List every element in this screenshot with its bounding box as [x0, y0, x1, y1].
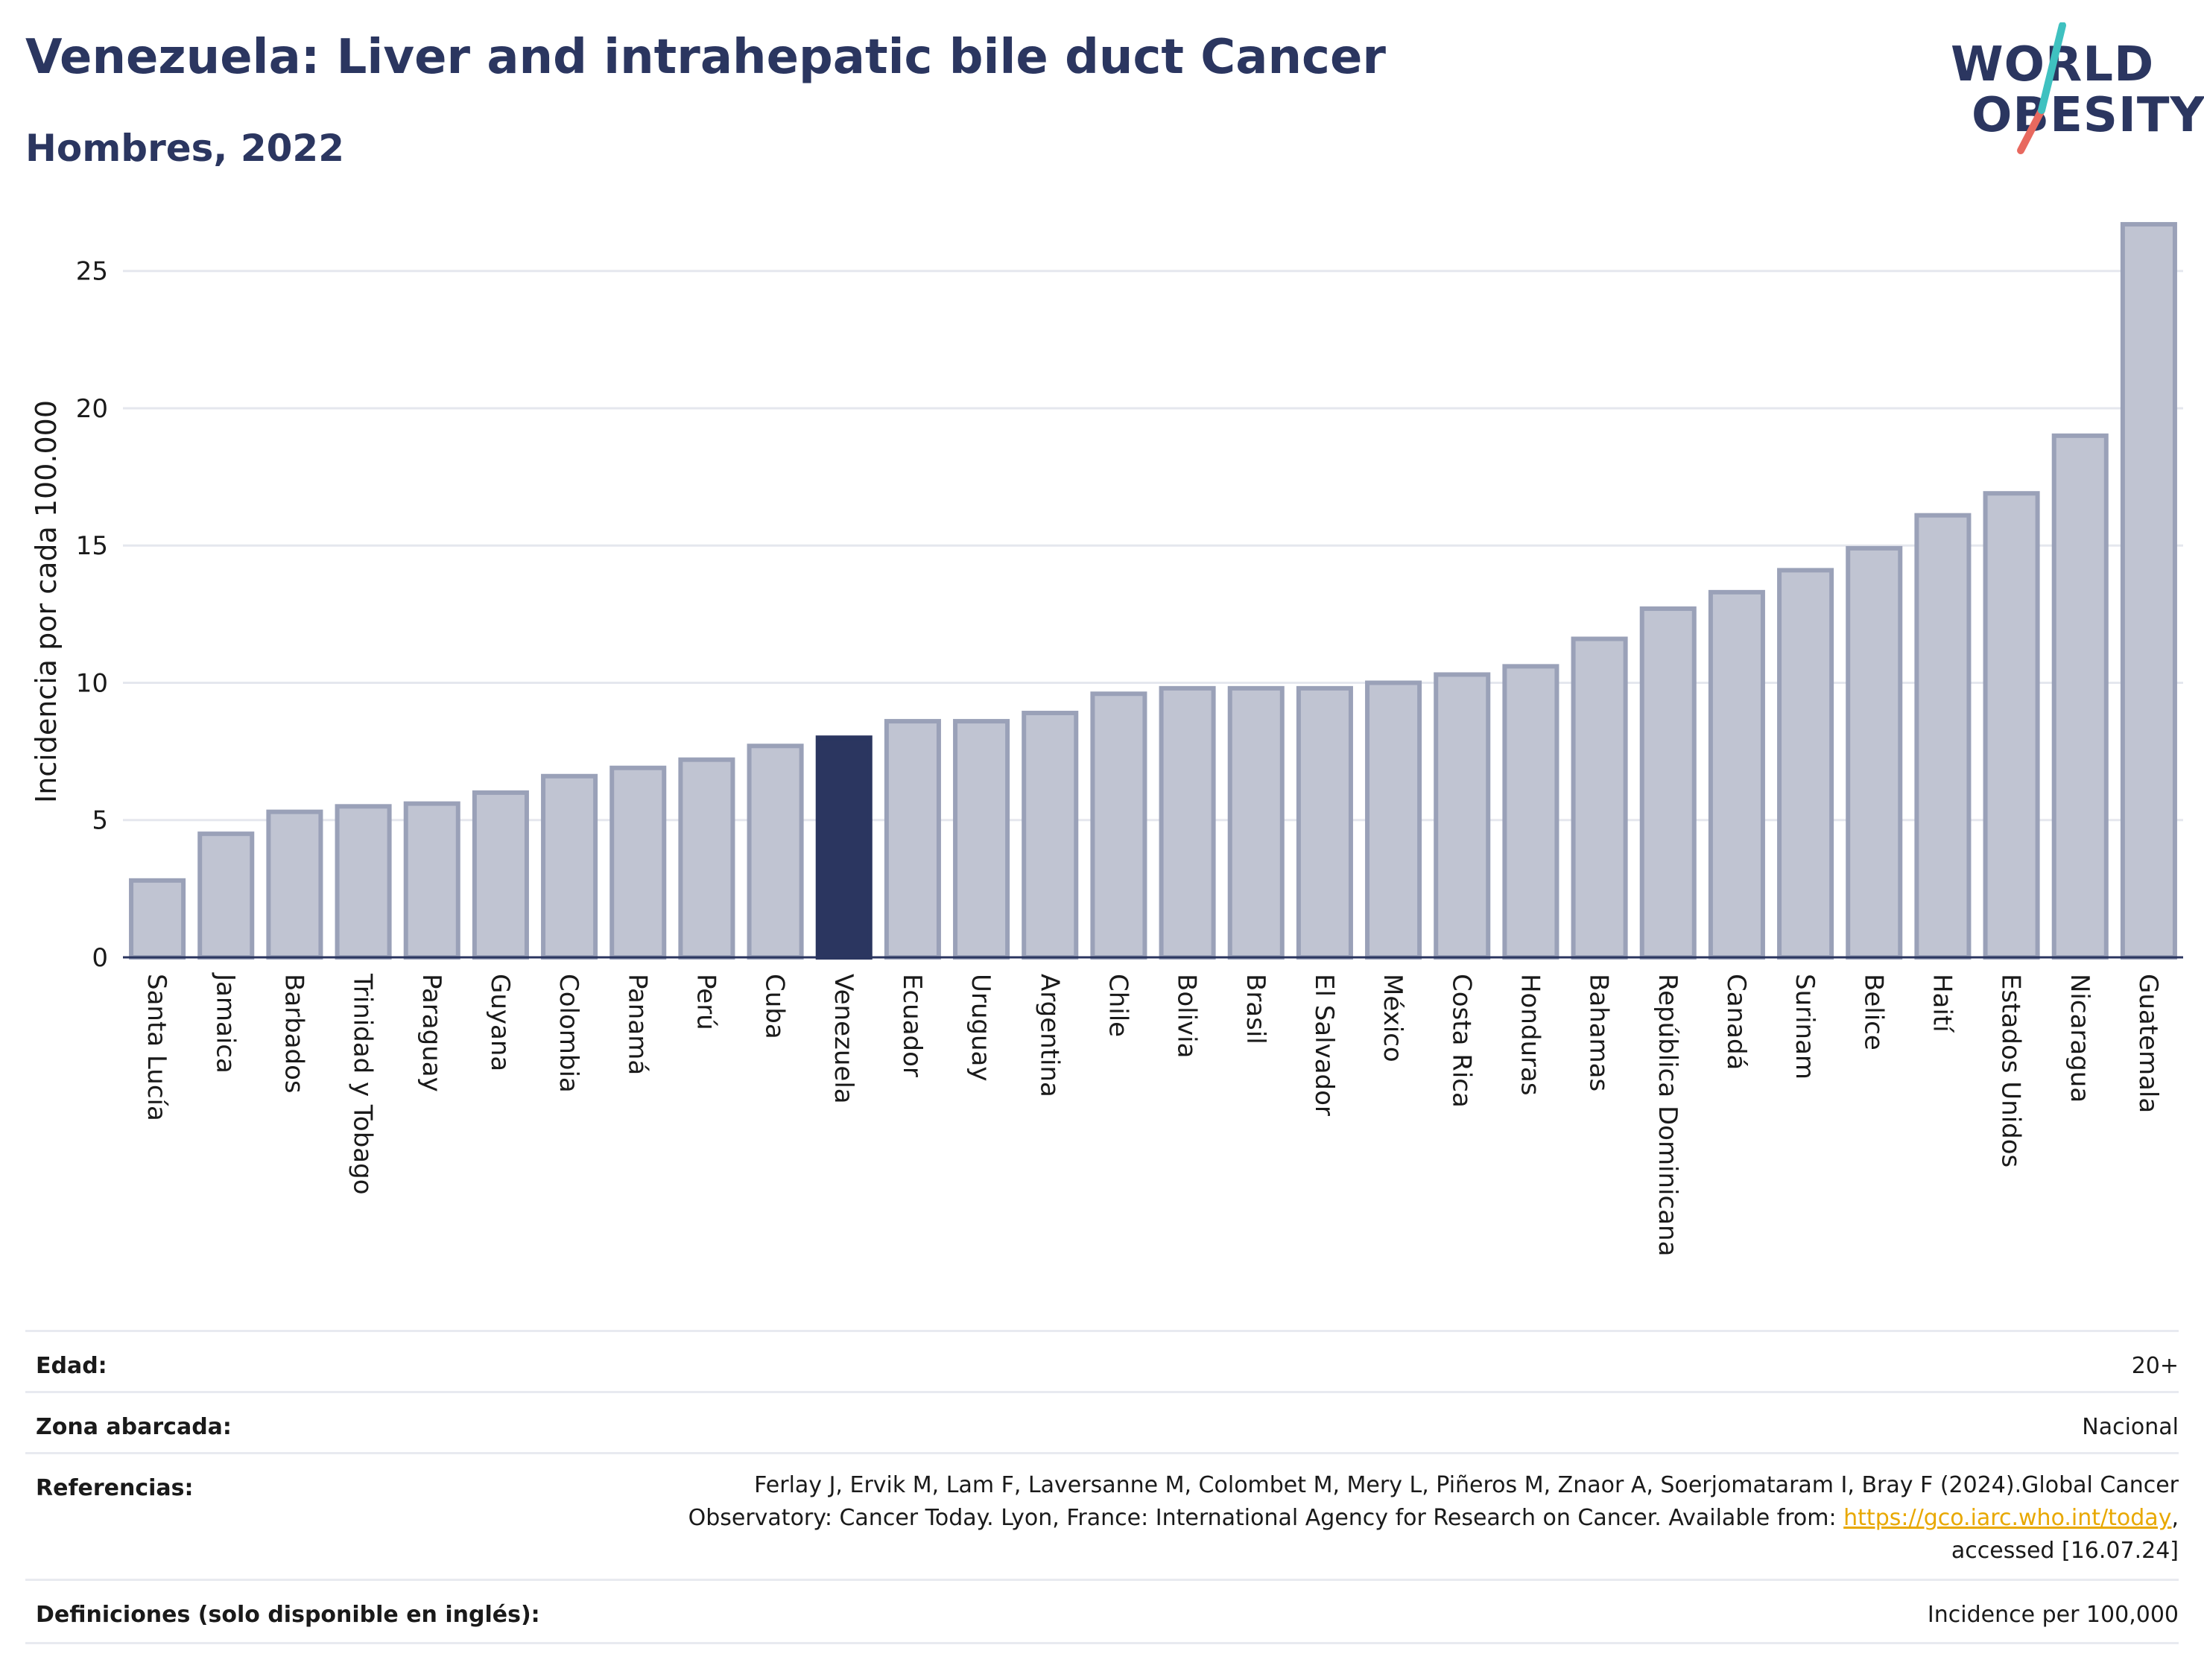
bar — [815, 735, 873, 960]
logo-slash-icon — [2017, 22, 2066, 154]
x-tick-label: Jamaica — [210, 972, 240, 1074]
y-tick-label: 25 — [76, 257, 108, 287]
bar — [1227, 685, 1285, 960]
x-tick-label: Panamá — [622, 974, 652, 1075]
bar — [609, 765, 667, 960]
bar — [541, 773, 598, 960]
bar — [953, 719, 1010, 960]
x-tick-label: Argentina — [1034, 974, 1064, 1097]
bar — [129, 878, 186, 960]
tick-labels: 0 5 10 15 20 25 Santa Lucía Jamaica Barbados Trin… — [30, 257, 2163, 1257]
x-tick-label: Paraguay — [417, 974, 446, 1092]
bar — [1571, 636, 1628, 960]
x-tick-label: El Salvador — [1309, 974, 1339, 1116]
logo-line-2: OBESITY — [1972, 88, 2204, 143]
references-label: Referencias: — [36, 1475, 194, 1501]
bar — [2051, 433, 2109, 960]
x-tick-label: Surinam — [1790, 974, 1820, 1080]
x-tick-label: Cuba — [760, 974, 790, 1039]
x-tick-label: Ecuador — [897, 974, 927, 1077]
bar — [1708, 589, 1765, 960]
bar — [403, 801, 460, 960]
x-tick-label: Bahamas — [1584, 974, 1614, 1091]
x-tick-label: Santa Lucía — [142, 974, 171, 1121]
bar — [197, 831, 255, 960]
meta-row-area: Zona abarcada: Nacional — [25, 1391, 2179, 1454]
age-label: Edad: — [36, 1353, 107, 1379]
bar — [472, 790, 529, 960]
bar — [335, 804, 392, 960]
bar — [1846, 545, 1903, 960]
bar-chart: 0 5 10 15 20 25 Santa Lucía Jamaica Barbados Trin… — [30, 222, 2183, 1257]
area-value: Nacional — [2082, 1414, 2179, 1440]
bar — [1296, 685, 1353, 960]
bar — [1159, 685, 1216, 960]
area-label: Zona abarcada: — [36, 1414, 232, 1440]
references-text-2: , accessed [16.07.24] — [1951, 1505, 2179, 1564]
x-tick-label: Perú — [691, 974, 721, 1030]
bar — [1365, 680, 1422, 960]
definitions-label: Definiciones (solo disponible en inglés)… — [36, 1602, 540, 1628]
bar — [1022, 711, 1079, 960]
meta-row-age: Edad: 20+ — [25, 1330, 2179, 1393]
page-title: Venezuela: Liver and intrahepatic bile d… — [25, 30, 1386, 85]
y-tick-label: 20 — [76, 394, 108, 424]
x-tick-label: Guyana — [485, 974, 515, 1071]
references-link[interactable]: https://gco.iarc.who.int/today — [1843, 1505, 2172, 1531]
bar — [678, 757, 735, 960]
bar — [1502, 664, 1559, 960]
bar — [266, 809, 323, 960]
x-tick-label: Brasil — [1241, 974, 1270, 1045]
y-tick-label: 15 — [76, 531, 108, 561]
x-tick-label: Trinidad y Tobago — [348, 973, 378, 1195]
x-tick-label: Bolivia — [1172, 974, 1202, 1058]
bar — [1434, 672, 1491, 960]
bar — [1777, 568, 1834, 960]
meta-row-references: Referencias: Ferlay J, Ervik M, Lam F, L… — [25, 1452, 2179, 1581]
x-tick-label: Venezuela — [829, 974, 858, 1104]
x-tick-label: Haití — [1927, 974, 1957, 1033]
bar — [1983, 491, 2040, 960]
bar — [1639, 606, 1697, 960]
y-tick-label: 10 — [76, 668, 108, 698]
page-subtitle: Hombres, 2022 — [25, 127, 344, 170]
bar — [2120, 222, 2177, 960]
x-tick-label: Honduras — [1515, 974, 1545, 1096]
bar — [1914, 513, 1972, 960]
references-value: Ferlay J, Ervik M, Lam F, Laversanne M, … — [614, 1469, 2179, 1568]
x-tick-label: Nicaragua — [2065, 974, 2094, 1103]
bar — [1090, 691, 1147, 960]
bars — [129, 222, 2177, 960]
x-tick-label: Barbados — [279, 974, 308, 1094]
x-tick-label: Estados Unidos — [1996, 974, 2026, 1167]
y-tick-label: 5 — [92, 806, 108, 836]
bar — [884, 719, 941, 960]
x-tick-label: México — [1378, 974, 1407, 1062]
meta-row-definitions: Definiciones (solo disponible en inglés)… — [25, 1579, 2179, 1644]
x-tick-label: Colombia — [554, 974, 583, 1093]
world-obesity-logo: WORLD OBESITY — [1937, 22, 2204, 156]
age-value: 20+ — [2131, 1353, 2179, 1379]
references-text-1: Ferlay J, Ervik M, Lam F, Laversanne M, … — [688, 1472, 2179, 1531]
x-tick-label: Uruguay — [966, 974, 995, 1082]
x-tick-label: Belice — [1858, 974, 1888, 1050]
x-tick-label: Canadá — [1721, 974, 1751, 1070]
y-axis-label: Incidencia por cada 100.000 — [30, 400, 63, 803]
x-tick-label: República Dominicana — [1653, 974, 1682, 1256]
x-tick-label: Chile — [1103, 974, 1133, 1037]
x-tick-label: Costa Rica — [1446, 974, 1476, 1108]
definitions-value: Incidence per 100,000 — [1927, 1602, 2179, 1628]
grid-lines — [123, 270, 2183, 822]
x-tick-label: Guatemala — [2133, 974, 2163, 1113]
y-tick-label: 0 — [92, 943, 108, 973]
bar — [747, 744, 804, 960]
